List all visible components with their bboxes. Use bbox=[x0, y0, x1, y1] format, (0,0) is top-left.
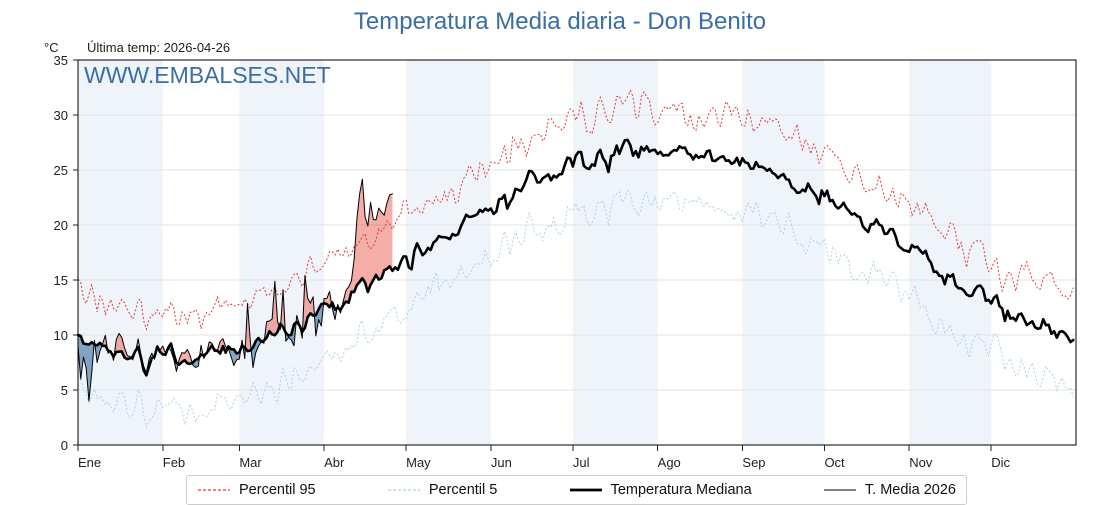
svg-text:25: 25 bbox=[54, 163, 68, 178]
svg-text:Ene: Ene bbox=[78, 455, 101, 470]
svg-text:Feb: Feb bbox=[163, 455, 185, 470]
svg-text:Abr: Abr bbox=[324, 455, 345, 470]
svg-text:May: May bbox=[406, 455, 431, 470]
svg-text:35: 35 bbox=[54, 53, 68, 68]
svg-text:Jun: Jun bbox=[491, 455, 512, 470]
svg-text:5: 5 bbox=[61, 383, 68, 398]
svg-text:Dic: Dic bbox=[991, 455, 1010, 470]
svg-text:30: 30 bbox=[54, 108, 68, 123]
svg-text:Ago: Ago bbox=[658, 455, 681, 470]
svg-text:15: 15 bbox=[54, 273, 68, 288]
svg-text:Jul: Jul bbox=[573, 455, 590, 470]
svg-text:Nov: Nov bbox=[909, 455, 933, 470]
svg-text:Oct: Oct bbox=[824, 455, 845, 470]
svg-text:10: 10 bbox=[54, 328, 68, 343]
svg-text:Mar: Mar bbox=[239, 455, 262, 470]
svg-text:20: 20 bbox=[54, 218, 68, 233]
svg-text:Sep: Sep bbox=[742, 455, 765, 470]
svg-text:0: 0 bbox=[61, 438, 68, 453]
